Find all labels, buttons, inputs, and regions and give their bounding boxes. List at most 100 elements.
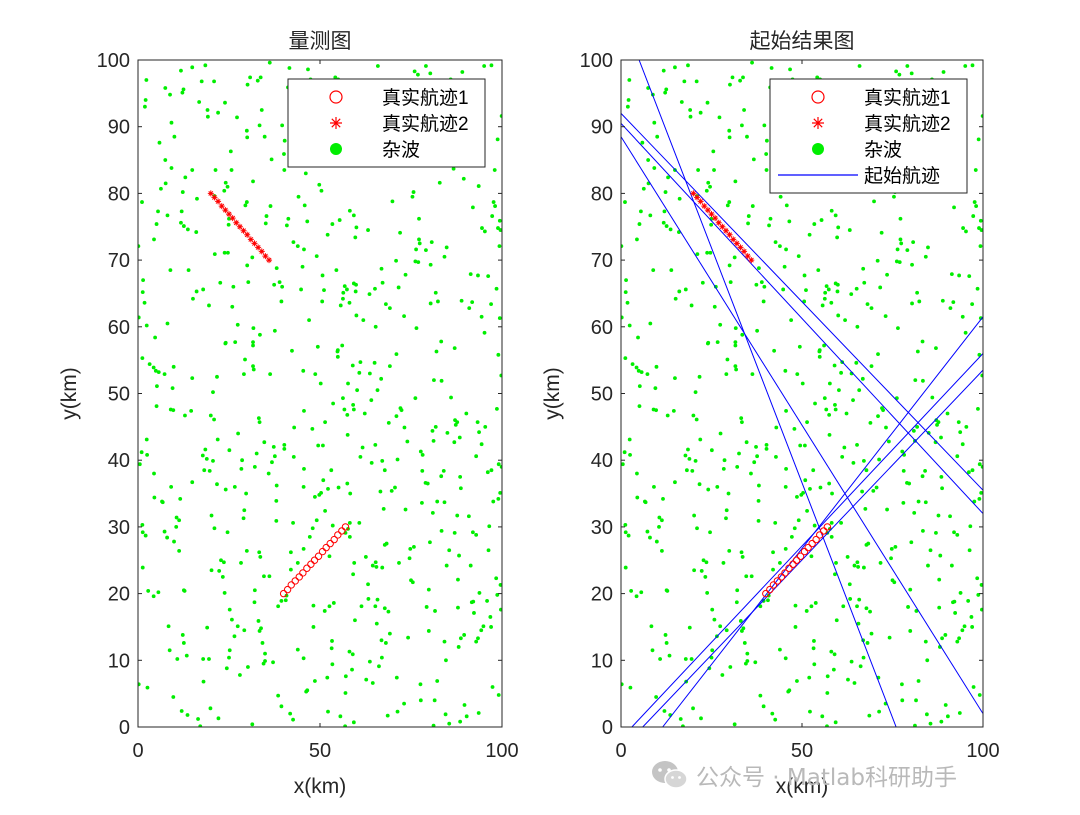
- clutter-point: [197, 100, 202, 104]
- clutter-point: [705, 100, 710, 105]
- true-track-2-point: [694, 194, 701, 201]
- clutter-point: [163, 158, 168, 162]
- y-tick-label: 80: [108, 183, 130, 205]
- clutter-point: [240, 458, 245, 463]
- clutter-point: [366, 582, 370, 587]
- clutter-point: [798, 443, 803, 448]
- clutter-point: [827, 412, 832, 417]
- clutter-point: [755, 454, 760, 459]
- clutter-point: [812, 222, 817, 226]
- clutter-point: [653, 386, 658, 391]
- clutter-point: [709, 655, 714, 660]
- y-tick-label: 10: [591, 650, 613, 672]
- clutter-point: [279, 299, 284, 304]
- clutter-point: [833, 213, 838, 218]
- clutter-point: [636, 335, 640, 340]
- clutter-point: [342, 284, 347, 289]
- true-track-1-point: [804, 543, 812, 552]
- clutter-point: [347, 208, 352, 213]
- clutter-point: [248, 75, 253, 80]
- clutter-point: [652, 484, 656, 489]
- clutter-point: [628, 685, 633, 690]
- clutter-point: [789, 318, 794, 323]
- clutter-point: [218, 280, 223, 285]
- clutter-point: [412, 545, 416, 549]
- clutter-point: [145, 685, 150, 690]
- clutter-point: [313, 372, 318, 377]
- clutter-point: [900, 698, 905, 703]
- clutter-point: [373, 604, 378, 609]
- clutter-point: [323, 420, 327, 425]
- chart-panel-1: 0 50 100 0 10 20 30 40 50 60 70 80 90 100 量测图 x(km) y(km…: [58, 30, 519, 798]
- clutter-point: [251, 326, 256, 331]
- clutter-point: [496, 693, 501, 697]
- clutter-point: [818, 485, 823, 490]
- clutter-point: [784, 466, 788, 471]
- clutter-point: [386, 609, 391, 614]
- clutter-point: [496, 352, 501, 357]
- clutter-point: [140, 356, 145, 361]
- clutter-point: [355, 388, 360, 393]
- true-track-2-point: [726, 231, 733, 238]
- clutter-point: [497, 218, 502, 223]
- legend-marker-circle: [329, 90, 343, 104]
- clutter-point: [789, 535, 794, 539]
- clutter-point: [203, 63, 208, 68]
- clutter-point: [290, 348, 294, 353]
- clutter-point: [621, 315, 624, 320]
- true-track-2-point: [215, 198, 222, 205]
- clutter-point: [329, 468, 334, 473]
- x-tick-label: 0: [132, 740, 143, 762]
- chart-title: 起始结果图: [750, 30, 855, 53]
- clutter-point: [315, 344, 320, 349]
- clutter-point: [169, 120, 174, 125]
- clutter-point: [461, 176, 466, 181]
- clutter-point: [925, 658, 930, 663]
- clutter-point: [811, 646, 816, 651]
- y-tick-label: 50: [108, 384, 130, 406]
- clutter-point: [338, 714, 343, 719]
- clutter-point: [232, 484, 237, 489]
- clutter-point: [980, 373, 983, 378]
- clutter-point: [410, 194, 415, 199]
- clutter-point: [489, 468, 494, 473]
- true-track-2-point: [218, 203, 225, 210]
- clutter-point: [661, 220, 666, 225]
- clutter-point: [159, 186, 163, 191]
- clutter-point: [923, 639, 928, 644]
- clutter-point: [807, 232, 812, 237]
- clutter-point: [796, 254, 801, 258]
- clutter-point: [480, 226, 484, 230]
- clutter-point: [378, 489, 383, 494]
- clutter-point: [495, 406, 499, 411]
- clutter-point: [490, 214, 495, 218]
- clutter-point: [139, 450, 144, 455]
- clutter-point: [878, 285, 883, 290]
- clutter-point: [342, 407, 347, 412]
- clutter-point: [755, 328, 760, 333]
- clutter-point: [833, 281, 838, 286]
- clutter-point: [457, 553, 461, 558]
- clutter-point: [749, 471, 753, 476]
- true-track-2-point: [226, 211, 232, 218]
- legend-label: 起始航迹: [864, 165, 940, 187]
- clutter-point: [901, 500, 906, 505]
- clutter-point: [453, 418, 457, 423]
- clutter-point: [302, 466, 306, 471]
- legend-marker-dot: [812, 143, 824, 155]
- clutter-point: [697, 374, 702, 379]
- clutter-point: [906, 605, 910, 609]
- clutter-point: [230, 617, 234, 622]
- true-track-1-point: [800, 547, 809, 556]
- clutter-point: [636, 368, 641, 373]
- clutter-point: [145, 452, 150, 457]
- clutter-point: [208, 413, 213, 418]
- clutter-point: [167, 648, 172, 653]
- y-tick-label: 90: [591, 117, 613, 139]
- clutter-point: [479, 442, 484, 447]
- clutter-point: [625, 104, 630, 109]
- clutter-point: [766, 598, 770, 603]
- true-track-2-point: [690, 190, 697, 197]
- clutter-point: [196, 717, 200, 721]
- clutter-point: [788, 67, 792, 72]
